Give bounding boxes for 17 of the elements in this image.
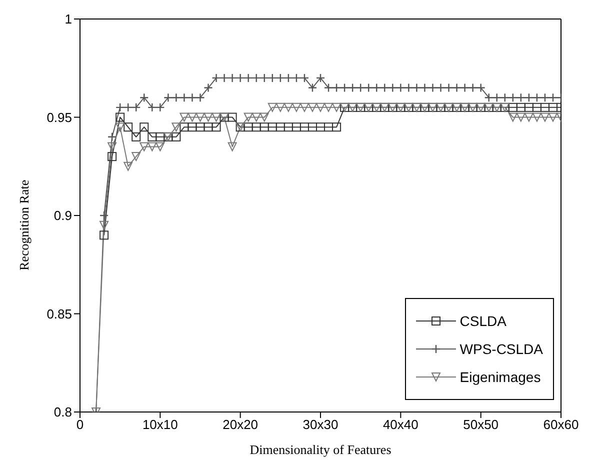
x-tick-label: 40x40 [382, 417, 418, 432]
x-tick-label: 30x30 [302, 417, 338, 432]
legend-label: CSLDA [460, 313, 506, 329]
legend-label: WPS-CSLDA [460, 341, 543, 357]
x-tick-label: 60x60 [543, 417, 579, 432]
legend-label: Eigenimages [460, 369, 541, 385]
y-tick-label: 0.95 [46, 110, 72, 125]
x-axis-title: Dimensionality of Features [250, 442, 392, 457]
y-tick-label: 1 [64, 12, 72, 27]
y-axis-title: Recognition Rate [16, 180, 32, 270]
x-tick-label: 20x20 [222, 417, 258, 432]
y-tick-label: 0.85 [46, 306, 72, 322]
x-tick-label: 0 [76, 417, 84, 432]
x-tick-label: 50x50 [463, 417, 499, 432]
x-tick-label: 10x10 [142, 417, 178, 432]
y-tick-label: 0.8 [54, 404, 72, 420]
y-tick-label: 0.9 [54, 208, 72, 224]
